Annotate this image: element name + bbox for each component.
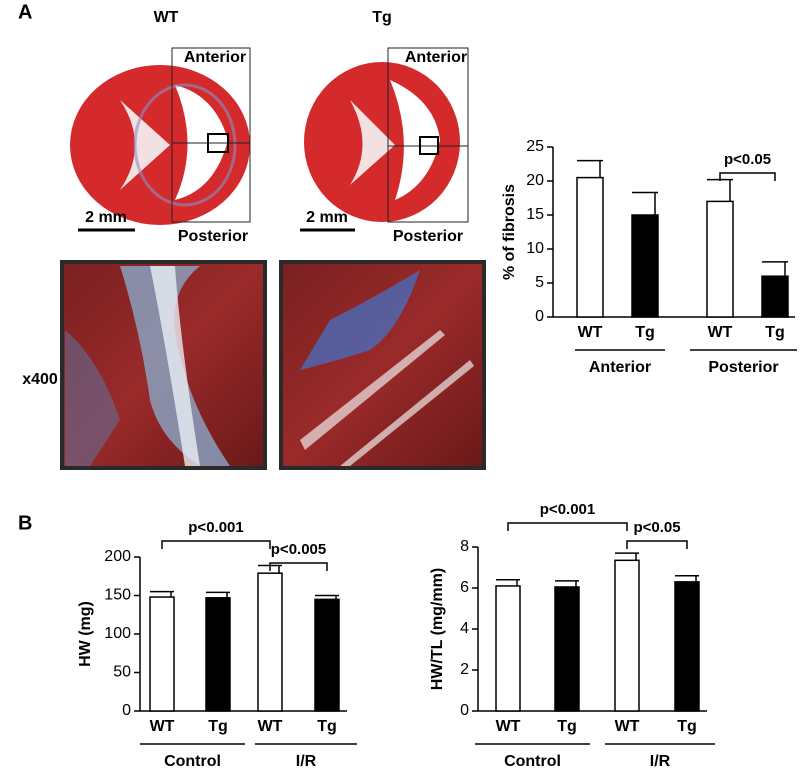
group-label: Posterior	[708, 359, 778, 376]
y-axis-label: % of fibrosis	[501, 184, 518, 280]
x-tick-label: Tg	[317, 718, 337, 735]
bar	[706, 200, 734, 318]
x-tick-label: WT	[578, 324, 603, 341]
bar	[554, 586, 580, 712]
magnification: x400	[22, 371, 58, 388]
y-tick-label: 4	[460, 620, 469, 637]
group-label: Anterior	[589, 359, 651, 376]
bar	[576, 176, 604, 318]
y-tick-label: 50	[113, 664, 131, 681]
region-label: Posterior	[393, 228, 463, 245]
micrograph-wt	[60, 260, 267, 470]
significance-bracket	[507, 522, 628, 531]
significance-bracket	[626, 540, 688, 549]
bar	[314, 598, 340, 712]
scale-label: 2 mm	[306, 209, 348, 226]
bar	[257, 572, 283, 712]
group-label: Tg	[372, 9, 392, 26]
bar	[631, 214, 659, 318]
bar	[495, 585, 521, 712]
y-tick-label: 2	[460, 661, 469, 678]
panel-label: A	[18, 1, 32, 23]
significance-bracket	[161, 540, 271, 549]
x-tick-label: Tg	[557, 718, 577, 735]
micrograph-tg	[279, 260, 486, 470]
x-tick-label: WT	[615, 718, 640, 735]
group-label: Control	[504, 753, 561, 770]
region-label: Posterior	[178, 228, 248, 245]
significance-label: p<0.05	[724, 151, 771, 168]
group-label: I/R	[296, 753, 317, 770]
y-tick-label: 0	[460, 702, 469, 719]
y-axis-label: HW (mg)	[77, 601, 94, 667]
x-tick-label: WT	[708, 324, 733, 341]
x-tick-label: Tg	[677, 718, 697, 735]
y-tick-label: 200	[104, 548, 131, 565]
y-tick-label: 5	[535, 274, 544, 291]
scale-label: 2 mm	[85, 209, 127, 226]
region-label: Anterior	[405, 49, 467, 66]
y-tick-label: 15	[526, 206, 544, 223]
panel-label: B	[18, 512, 32, 534]
region-label: Anterior	[184, 49, 246, 66]
heart-tg	[300, 47, 469, 232]
y-tick-label: 6	[460, 579, 469, 596]
y-tick-label: 8	[460, 538, 469, 555]
group-label: I/R	[650, 753, 671, 770]
y-tick-label: 20	[526, 172, 544, 189]
y-tick-label: 25	[526, 138, 544, 155]
y-tick-label: 0	[535, 308, 544, 325]
group-label: WT	[154, 9, 179, 26]
x-tick-label: Tg	[765, 324, 785, 341]
bar	[761, 275, 789, 318]
significance-bracket	[719, 172, 776, 181]
significance-bracket	[269, 562, 328, 571]
x-tick-label: Tg	[208, 718, 228, 735]
y-tick-label: 150	[104, 587, 131, 604]
x-tick-label: Tg	[635, 324, 655, 341]
bar	[674, 581, 700, 712]
group-label: Control	[164, 753, 221, 770]
y-axis-label: HW/TL (mg/mm)	[429, 568, 446, 690]
heart-wt	[70, 47, 251, 232]
bar	[149, 596, 175, 712]
bar	[205, 597, 231, 712]
x-tick-label: WT	[258, 718, 283, 735]
x-tick-label: WT	[496, 718, 521, 735]
y-tick-label: 10	[526, 240, 544, 257]
significance-label: p<0.001	[188, 519, 243, 536]
y-tick-label: 0	[122, 702, 131, 719]
y-tick-label: 100	[104, 625, 131, 642]
bar	[614, 559, 640, 712]
significance-label: p<0.05	[633, 519, 680, 536]
x-tick-label: WT	[150, 718, 175, 735]
significance-label: p<0.001	[540, 501, 595, 518]
significance-label: p<0.005	[271, 541, 326, 558]
